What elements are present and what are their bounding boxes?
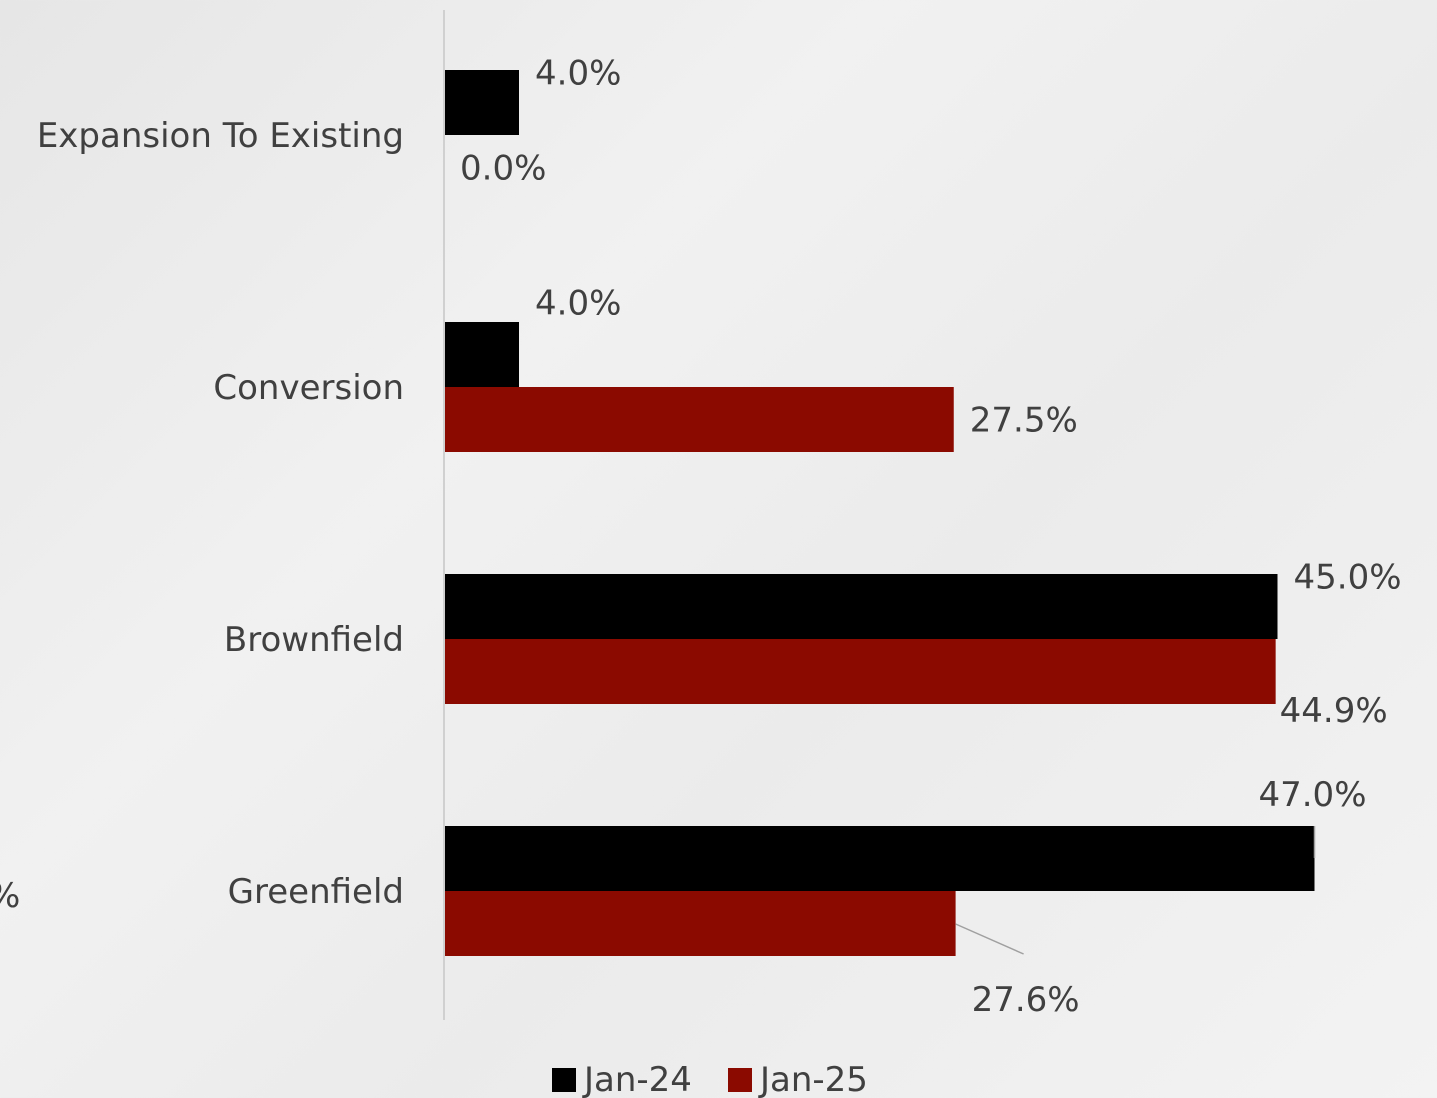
- data-label-jan-24-brownfield: 45.0%: [1294, 558, 1402, 598]
- data-label-jan-24-expansion-to-existing: 4.0%: [535, 54, 621, 94]
- data-label-jan-25-brownfield: 44.9%: [1280, 691, 1388, 731]
- data-label-jan-25-greenfield: 27.6%: [972, 980, 1080, 1020]
- data-label-jan-25-conversion: 27.5%: [970, 401, 1078, 441]
- legend-swatch-jan-24: [552, 1068, 576, 1092]
- legend-item-jan-24: Jan-24: [552, 1060, 692, 1098]
- data-label-jan-24-greenfield: 47.0%: [1258, 775, 1366, 815]
- clipped-edge-text: %: [0, 876, 20, 916]
- legend-label-jan-25: Jan-25: [759, 1060, 868, 1098]
- category-label-expansion-to-existing: Expansion To Existing: [37, 116, 404, 156]
- category-label-brownfield: Brownfield: [224, 620, 404, 660]
- leader-line-jan-25-greenfield: [955, 923, 1024, 955]
- legend-item-jan-25: Jan-25: [727, 1060, 868, 1098]
- bar-jan-25-brownfield: [445, 639, 1276, 704]
- data-label-jan-25-expansion-to-existing: 0.0%: [460, 149, 546, 189]
- bar-jan-25-greenfield: [445, 891, 956, 956]
- category-label-greenfield: Greenfield: [228, 872, 404, 912]
- bar-jan-25-conversion: [445, 387, 954, 452]
- bar-jan-24-brownfield: [445, 574, 1278, 639]
- bar-jan-24-conversion: [445, 322, 519, 387]
- data-label-jan-24-conversion: 4.0%: [535, 284, 621, 324]
- bar-jan-24-greenfield: [445, 826, 1315, 891]
- legend: Jan-24 Jan-25: [552, 1060, 868, 1098]
- bar-jan-24-expansion-to-existing: [445, 70, 519, 135]
- bar-chart-svg: Expansion To Existing 4.0% 0.0% Conversion 4…: [37, 10, 1402, 1020]
- legend-label-jan-24: Jan-24: [584, 1060, 692, 1098]
- legend-swatch-jan-25: [727, 1068, 752, 1092]
- category-label-conversion: Conversion: [213, 368, 404, 408]
